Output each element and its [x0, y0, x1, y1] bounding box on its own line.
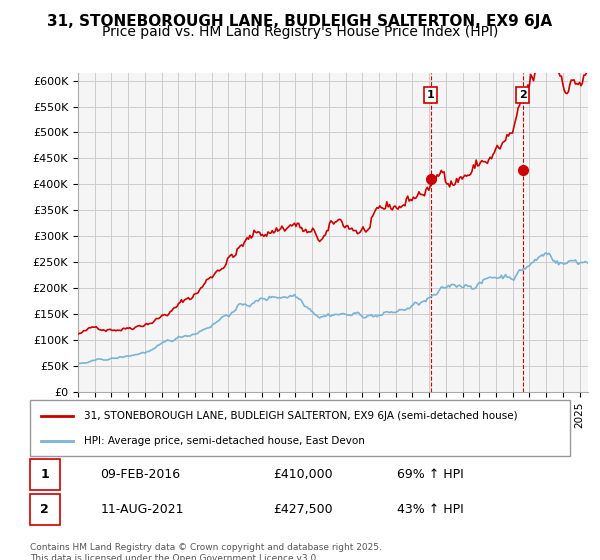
Text: 09-FEB-2016: 09-FEB-2016 — [100, 468, 181, 481]
Text: £427,500: £427,500 — [273, 503, 332, 516]
Text: 1: 1 — [427, 90, 434, 100]
FancyBboxPatch shape — [30, 400, 570, 456]
Text: 69% ↑ HPI: 69% ↑ HPI — [397, 468, 464, 481]
Text: Price paid vs. HM Land Registry's House Price Index (HPI): Price paid vs. HM Land Registry's House … — [102, 25, 498, 39]
Text: 43% ↑ HPI: 43% ↑ HPI — [397, 503, 464, 516]
FancyBboxPatch shape — [30, 494, 60, 525]
Text: 1: 1 — [40, 468, 49, 481]
Text: 2: 2 — [40, 503, 49, 516]
Text: £410,000: £410,000 — [273, 468, 332, 481]
Text: 31, STONEBOROUGH LANE, BUDLEIGH SALTERTON, EX9 6JA (semi-detached house): 31, STONEBOROUGH LANE, BUDLEIGH SALTERTO… — [84, 411, 518, 421]
Text: 31, STONEBOROUGH LANE, BUDLEIGH SALTERTON, EX9 6JA: 31, STONEBOROUGH LANE, BUDLEIGH SALTERTO… — [47, 14, 553, 29]
FancyBboxPatch shape — [30, 459, 60, 490]
Text: 11-AUG-2021: 11-AUG-2021 — [100, 503, 184, 516]
Text: HPI: Average price, semi-detached house, East Devon: HPI: Average price, semi-detached house,… — [84, 436, 365, 446]
Text: Contains HM Land Registry data © Crown copyright and database right 2025.
This d: Contains HM Land Registry data © Crown c… — [30, 543, 382, 560]
Text: 2: 2 — [519, 90, 527, 100]
